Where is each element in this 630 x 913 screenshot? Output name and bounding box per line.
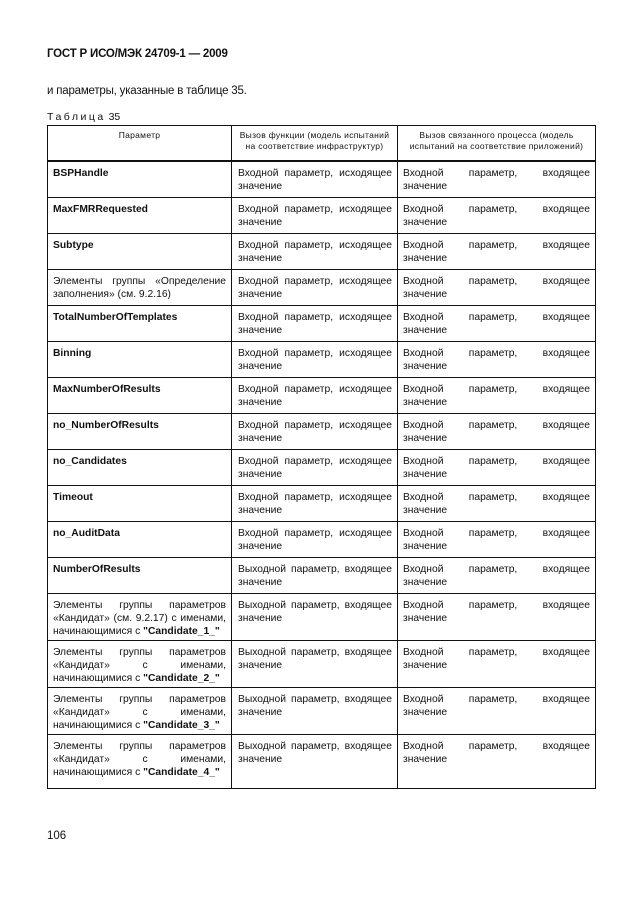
table-row: MaxFMRRequested Входной параметр, исходя… — [47, 196, 596, 234]
table-row: NumberOfResults Выходной параметр, входя… — [47, 556, 596, 594]
parameter-cell: BSPHandle — [47, 160, 232, 198]
parameter-name: MaxNumberOfResults — [53, 383, 161, 395]
function-call-cell: Входной параметр, исходящее значение — [231, 412, 398, 450]
function-call-cell: Входной параметр, исходящее значение — [231, 232, 398, 270]
parameter-name: no_NumberOfResults — [53, 419, 159, 431]
callback-cell: Входной параметр, входящее значение — [397, 556, 596, 594]
parameter-name: "Candidate_3_" — [143, 719, 220, 731]
parameter-text: Элементы группы параметров «Кандидат» с … — [53, 693, 226, 731]
parameter-cell: Binning — [47, 340, 232, 378]
function-call-cell: Выходной параметр, входящее значение — [231, 686, 398, 735]
parameter-cell: no_AuditData — [47, 520, 232, 558]
table-row: MaxNumberOfResults Входной параметр, исх… — [47, 376, 596, 414]
table-row: Элементы группы параметров «Кандидат» с … — [47, 639, 596, 688]
parameter-cell: TotalNumberOfTemplates — [47, 304, 232, 342]
callback-cell: Входной параметр, входящее значение — [397, 448, 596, 486]
function-call-cell: Входной параметр, исходящее значение — [231, 268, 398, 306]
caption-label: Таблица — [47, 111, 106, 123]
parameter-name: TotalNumberOfTemplates — [53, 311, 178, 323]
parameter-cell: Элементы группы параметров «Кандидат» с … — [47, 733, 232, 789]
function-call-cell: Входной параметр, исходящее значение — [231, 196, 398, 234]
function-call-cell: Входной параметр, исходящее значение — [231, 340, 398, 378]
parameter-name: no_AuditData — [53, 527, 120, 539]
callback-cell: Входной параметр, входящее значение — [397, 484, 596, 522]
callback-cell: Входной параметр, входящее значение — [397, 196, 596, 234]
callback-cell: Входной параметр, входящее значение — [397, 639, 596, 688]
callback-cell: Входной параметр, входящее значение — [397, 160, 596, 198]
parameter-cell: Элементы группы «Определение заполнения»… — [47, 268, 232, 306]
parameter-cell: Timeout — [47, 484, 232, 522]
parameter-cell: no_NumberOfResults — [47, 412, 232, 450]
caption-number: 35 — [108, 111, 121, 123]
column-header: Вызов функции (модель испытаний на соотв… — [231, 125, 398, 162]
callback-cell: Входной параметр, входящее значение — [397, 268, 596, 306]
function-call-cell: Входной параметр, исходящее значение — [231, 484, 398, 522]
table-row: Timeout Входной параметр, исходящее знач… — [47, 484, 596, 522]
table-caption: Таблица 35 — [47, 111, 120, 123]
function-call-cell: Входной параметр, исходящее значение — [231, 520, 398, 558]
parameter-name: "Candidate_4_" — [143, 766, 220, 778]
function-call-cell: Выходной параметр, входящее значение — [231, 556, 398, 594]
parameter-cell: Элементы группы параметров «Кандидат» (с… — [47, 592, 232, 641]
parameter-cell: MaxFMRRequested — [47, 196, 232, 234]
column-header: Параметр — [47, 125, 232, 162]
callback-cell: Входной параметр, входящее значение — [397, 304, 596, 342]
table-row: no_AuditData Входной параметр, исходящее… — [47, 520, 596, 558]
callback-cell: Входной параметр, входящее значение — [397, 376, 596, 414]
table-row: BSPHandle Входной параметр, исходящее зн… — [47, 160, 596, 198]
parameter-name: no_Candidates — [53, 455, 127, 467]
parameter-text: Элементы группы параметров «Кандидат» с … — [53, 740, 226, 778]
callback-cell: Входной параметр, входящее значение — [397, 733, 596, 789]
callback-cell: Входной параметр, входящее значение — [397, 520, 596, 558]
parameter-name: "Candidate_1_" — [143, 625, 220, 637]
table-35: Параметр Вызов функции (модель испытаний… — [47, 125, 596, 789]
parameter-name: Binning — [53, 347, 92, 359]
page-number: 106 — [47, 830, 67, 842]
parameter-cell: no_Candidates — [47, 448, 232, 486]
callback-cell: Входной параметр, входящее значение — [397, 592, 596, 641]
callback-cell: Входной параметр, входящее значение — [397, 412, 596, 450]
function-call-cell: Входной параметр, исходящее значение — [231, 376, 398, 414]
table-row: TotalNumberOfTemplates Входной параметр,… — [47, 304, 596, 342]
parameter-name: Subtype — [53, 239, 94, 251]
function-call-cell: Входной параметр, исходящее значение — [231, 304, 398, 342]
parameter-name: "Candidate_2_" — [143, 672, 220, 684]
callback-cell: Входной параметр, входящее значение — [397, 340, 596, 378]
table-row: no_NumberOfResults Входной параметр, исх… — [47, 412, 596, 450]
table-row: no_Candidates Входной параметр, исходяще… — [47, 448, 596, 486]
table-row: Элементы группы параметров «Кандидат» с … — [47, 686, 596, 735]
parameter-name: Timeout — [53, 491, 93, 503]
callback-cell: Входной параметр, входящее значение — [397, 686, 596, 735]
column-header: Вызов связанного процесса (модель испыта… — [397, 125, 596, 162]
parameter-cell: Элементы группы параметров «Кандидат» с … — [47, 686, 232, 735]
parameter-text: Элементы группы параметров «Кандидат» с … — [53, 646, 226, 684]
function-call-cell: Выходной параметр, входящее значение — [231, 733, 398, 789]
function-call-cell: Входной параметр, исходящее значение — [231, 448, 398, 486]
table-header-row: Параметр Вызов функции (модель испытаний… — [47, 125, 596, 162]
parameter-name: BSPHandle — [53, 168, 109, 179]
parameter-text: Элементы группы параметров «Кандидат» (с… — [53, 599, 226, 637]
intro-text: и параметры, указанные в таблице 35. — [47, 85, 247, 97]
parameter-text: Элементы группы «Определение заполнения»… — [53, 275, 226, 300]
parameter-cell: MaxNumberOfResults — [47, 376, 232, 414]
table-row: Элементы группы «Определение заполнения»… — [47, 268, 596, 306]
function-call-cell: Выходной параметр, входящее значение — [231, 592, 398, 641]
callback-cell: Входной параметр, входящее значение — [397, 232, 596, 270]
parameter-cell: Элементы группы параметров «Кандидат» с … — [47, 639, 232, 688]
table-row: Subtype Входной параметр, исходящее знач… — [47, 232, 596, 270]
function-call-cell: Выходной параметр, входящее значение — [231, 639, 398, 688]
table-row: Элементы группы параметров «Кандидат» с … — [47, 733, 596, 789]
function-call-cell: Входной параметр, исходящее значение — [231, 160, 398, 198]
parameter-cell: NumberOfResults — [47, 556, 232, 594]
parameter-name: NumberOfResults — [53, 563, 141, 575]
table-row: Элементы группы параметров «Кандидат» (с… — [47, 592, 596, 641]
table-row: Binning Входной параметр, исходящее знач… — [47, 340, 596, 378]
parameter-name: MaxFMRRequested — [53, 203, 148, 215]
parameter-cell: Subtype — [47, 232, 232, 270]
document-header: ГОСТ Р ИСО/МЭК 24709-1 — 2009 — [47, 48, 228, 60]
